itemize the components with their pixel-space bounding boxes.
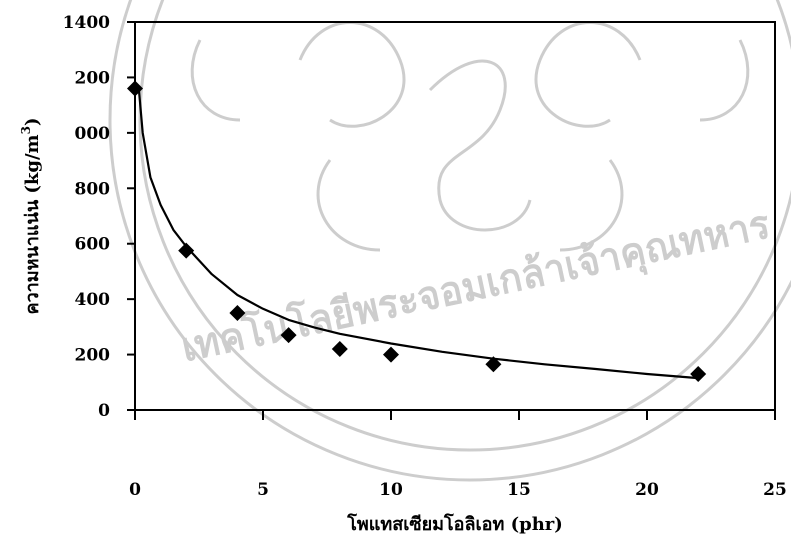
x-tick-label: 15 xyxy=(507,480,531,500)
data-point-3 xyxy=(280,327,297,344)
y-tick-label: 0 xyxy=(98,401,110,421)
trendline-curve xyxy=(137,87,700,380)
data-point-1 xyxy=(178,242,195,259)
data-points xyxy=(127,80,707,382)
data-point-4 xyxy=(331,341,348,358)
university-seal-watermark: เทคโนโลยีพระจอมเกล้าเจ้าคุณทหาร xyxy=(108,0,791,482)
y-tick-label: 200 xyxy=(75,68,111,88)
plot-frame xyxy=(134,21,776,411)
data-point-5 xyxy=(383,346,399,363)
y-tick-label: 600 xyxy=(75,235,111,255)
trendline-group xyxy=(137,87,700,380)
y-axis-ticks: 0 200 400 600 800 000 200 1400 xyxy=(63,13,135,421)
x-tick-label: 20 xyxy=(635,480,659,500)
y-tick-label: 1400 xyxy=(63,13,110,33)
x-axis-ticks: 0 5 10 15 20 25 xyxy=(129,410,787,500)
x-tick-label: 0 xyxy=(129,480,141,500)
data-point-7 xyxy=(690,365,707,382)
data-point-0 xyxy=(127,80,143,97)
y-axis-label-superscript: 3 xyxy=(19,126,33,134)
y-axis-label-main: ความหนาแน่น (kg/m xyxy=(22,134,43,314)
y-tick-label: 800 xyxy=(75,179,111,199)
x-tick-label: 5 xyxy=(257,480,269,500)
data-point-6 xyxy=(485,356,502,373)
y-axis-label: ความหนาแน่น (kg/m3) xyxy=(19,118,43,315)
y-axis-label-close: ) xyxy=(22,118,43,127)
y-tick-label: 400 xyxy=(75,290,111,310)
x-tick-label: 25 xyxy=(763,480,787,500)
x-axis-label: โพแทสเซียมโอลิเอท (phr) xyxy=(346,513,563,535)
watermark-text: เทคโนโลยีพระจอมเกล้าเจ้าคุณทหาร xyxy=(177,200,775,373)
y-tick-label: 200 xyxy=(75,346,111,366)
data-point-2 xyxy=(229,305,246,321)
y-tick-label: 000 xyxy=(75,124,111,144)
x-tick-label: 10 xyxy=(379,480,403,500)
